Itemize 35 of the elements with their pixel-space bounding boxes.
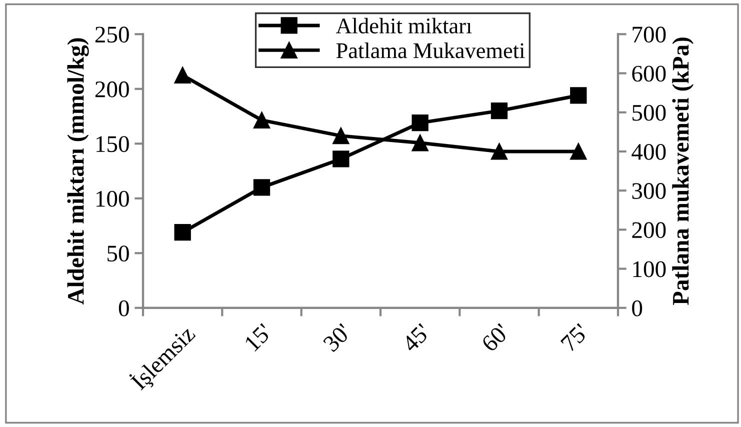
y-tick-label: 150 <box>96 136 129 152</box>
y2-tick-label: 600 <box>632 66 666 82</box>
y-tick-label: 100 <box>96 190 129 207</box>
y-tick-label: 50 <box>108 246 129 262</box>
y-tick-label: 250 <box>95 26 129 43</box>
y2-axis-title: Patlana mukavemeti (kPa) <box>672 38 694 306</box>
x-tick-label: 30' <box>322 322 352 352</box>
point <box>253 179 270 196</box>
legend-label: Patlama Mukavemeti <box>336 42 525 58</box>
y2-tick-label: 200 <box>632 222 666 238</box>
y2-tick-label: 100 <box>633 261 666 278</box>
point <box>332 127 350 144</box>
point <box>490 102 508 120</box>
x-tick-label: 45' <box>401 323 432 353</box>
y-axis-title: Aldehit miktarı (mmol/kg) <box>67 38 89 305</box>
point <box>332 150 350 168</box>
y-tick-label: 0 <box>118 300 129 316</box>
point <box>570 87 587 104</box>
point <box>570 143 587 160</box>
point <box>412 114 428 132</box>
point <box>174 66 191 84</box>
x-tick-label: 60' <box>480 322 510 352</box>
x-tick-label: 15' <box>244 323 273 352</box>
point <box>253 112 270 129</box>
x-tick-label: 75' <box>560 323 590 352</box>
point <box>412 134 428 152</box>
y2-tick-label: 0 <box>632 300 642 316</box>
point <box>174 224 191 241</box>
y2-tick-label: 700 <box>632 26 666 43</box>
point <box>490 143 508 160</box>
y2-tick-label: 500 <box>632 104 666 121</box>
y-tick-label: 200 <box>95 81 129 98</box>
legend-label: Aldehit miktarı <box>336 18 472 34</box>
y2-tick-label: 300 <box>632 183 666 199</box>
y2-tick-label: 400 <box>632 144 666 160</box>
